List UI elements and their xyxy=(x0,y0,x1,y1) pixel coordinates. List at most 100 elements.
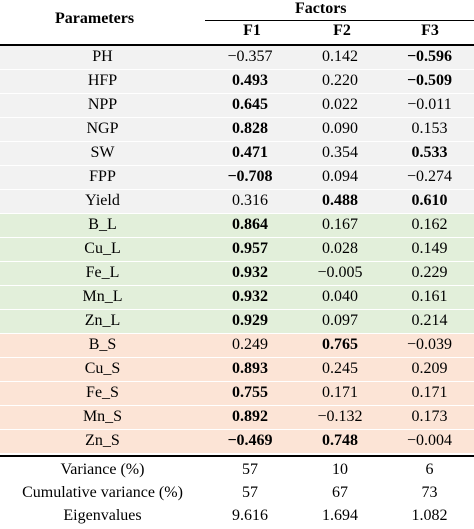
parameter-cell: NGP xyxy=(86,120,119,137)
loading-cell-f3: −0.039 xyxy=(406,336,453,353)
footer-value-f2: 67 xyxy=(332,484,348,501)
footer-row: Eigenvalues 9.616 1.694 1.082 xyxy=(0,505,474,528)
loading-cell-f1: −0.708 xyxy=(227,168,273,185)
loading-cell-f2: −0.132 xyxy=(317,408,363,425)
loading-cell-f2: 0.097 xyxy=(322,312,358,329)
table-row: Cu_S 0.893 0.245 0.209 xyxy=(0,358,474,381)
parameter-cell: SW xyxy=(90,144,115,161)
loading-cell-f1: 0.932 xyxy=(232,288,268,305)
footer-value-f2: 1.694 xyxy=(322,507,358,524)
loading-cell-f3: 0.229 xyxy=(411,264,448,281)
loading-cell-f3: 0.610 xyxy=(411,192,448,209)
footer-label: Variance (%) xyxy=(60,461,145,478)
loading-cell-f1: 0.828 xyxy=(232,120,268,137)
table-row: Cu_L 0.957 0.028 0.149 xyxy=(0,238,474,261)
loading-cell-f3: 0.214 xyxy=(411,312,448,329)
loading-cell-f1: 0.316 xyxy=(232,192,268,209)
parameter-cell: Zn_L xyxy=(84,312,121,329)
table-row: B_S 0.249 0.765 −0.039 xyxy=(0,334,474,357)
parameter-cell: Mn_L xyxy=(82,288,123,305)
loading-cell-f2: 0.220 xyxy=(322,72,358,89)
parameter-cell: NPP xyxy=(87,96,118,113)
parameter-cell: Fe_S xyxy=(86,384,119,401)
loading-cell-f2: 0.354 xyxy=(322,144,358,161)
header-parameters: Parameters xyxy=(55,10,135,27)
loading-cell-f2: 0.748 xyxy=(322,432,358,449)
loading-cell-f2: 0.171 xyxy=(322,384,358,401)
footer-row: Cumulative variance (%) 57 67 73 xyxy=(0,482,474,505)
parameter-cell: Yield xyxy=(85,192,120,209)
table-row: Fe_S 0.755 0.171 0.171 xyxy=(0,382,474,405)
parameter-cell: Fe_L xyxy=(85,264,120,281)
footer-rule xyxy=(0,455,474,457)
footer-value-f2: 10 xyxy=(332,461,348,478)
table-row: HFP 0.493 0.220 −0.509 xyxy=(0,70,474,93)
loading-cell-f3: 0.161 xyxy=(411,288,448,305)
loading-cell-f1: 0.957 xyxy=(232,240,268,257)
footer-value-f3: 1.082 xyxy=(411,507,448,524)
loading-cell-f1: 0.864 xyxy=(232,216,268,233)
loading-cell-f2: −0.005 xyxy=(317,264,363,281)
loading-cell-f2: 0.488 xyxy=(322,192,358,209)
parameter-cell: FPP xyxy=(89,168,116,185)
footer-value-f1: 57 xyxy=(242,484,258,501)
header-f1: F1 xyxy=(243,22,261,39)
footer-label: Cumulative variance (%) xyxy=(22,484,183,501)
loading-cell-f2: 0.094 xyxy=(322,168,358,185)
loading-cell-f2: 0.167 xyxy=(322,216,358,233)
footer-value-f3: 6 xyxy=(425,461,434,478)
footer-value-f1: 9.616 xyxy=(232,507,268,524)
loading-cell-f1: −0.469 xyxy=(227,432,273,449)
loading-cell-f3: −0.596 xyxy=(406,48,453,65)
loading-cell-f1: 0.932 xyxy=(232,264,268,281)
loading-cell-f3: −0.509 xyxy=(406,72,453,89)
loading-cell-f1: 0.893 xyxy=(232,360,268,377)
parameter-cell: Cu_L xyxy=(84,240,121,257)
loading-cell-f3: −0.274 xyxy=(406,168,453,185)
loading-cell-f1: 0.755 xyxy=(232,384,268,401)
parameter-cell: Cu_S xyxy=(84,360,121,377)
parameter-cell: PH xyxy=(92,48,113,65)
table-row: Zn_L 0.929 0.097 0.214 xyxy=(0,310,474,333)
parameter-cell: B_L xyxy=(88,216,117,233)
table-row: SW 0.471 0.354 0.533 xyxy=(0,142,474,165)
loading-cell-f2: 0.142 xyxy=(322,48,358,65)
loading-cell-f3: 0.162 xyxy=(411,216,448,233)
loading-cell-f1: 0.249 xyxy=(232,336,268,353)
table-row: NPP 0.645 0.022 −0.011 xyxy=(0,94,474,117)
parameter-cell: HFP xyxy=(87,72,118,89)
loading-cell-f1: −0.357 xyxy=(227,48,273,65)
footer-value-f3: 73 xyxy=(421,484,438,501)
loading-cell-f3: −0.004 xyxy=(406,432,453,449)
header-factors: Factors xyxy=(295,0,347,17)
factors-rule xyxy=(205,20,474,21)
loading-cell-f1: 0.471 xyxy=(232,144,268,161)
loading-cell-f3: 0.533 xyxy=(411,144,448,161)
header-rule xyxy=(0,44,474,46)
loading-cell-f2: 0.090 xyxy=(322,120,358,137)
loading-cell-f3: 0.171 xyxy=(411,384,448,401)
loading-cell-f2: 0.040 xyxy=(322,288,358,305)
loading-cell-f2: 0.245 xyxy=(322,360,358,377)
parameter-cell: Mn_S xyxy=(82,408,123,425)
table-row: B_L 0.864 0.167 0.162 xyxy=(0,214,474,237)
footer-row: Variance (%) 57 10 6 xyxy=(0,459,474,482)
loading-cell-f2: 0.028 xyxy=(322,240,358,257)
loading-cell-f1: 0.493 xyxy=(232,72,268,89)
table-row: FPP −0.708 0.094 −0.274 xyxy=(0,166,474,189)
table-row: NGP 0.828 0.090 0.153 xyxy=(0,118,474,141)
table-row: Fe_L 0.932 −0.005 0.229 xyxy=(0,262,474,285)
header-f2: F2 xyxy=(333,22,351,39)
parameter-cell: Zn_S xyxy=(85,432,120,449)
loading-cell-f3: 0.153 xyxy=(411,120,448,137)
loading-cell-f2: 0.765 xyxy=(322,336,358,353)
parameter-cell: B_S xyxy=(88,336,117,353)
table-row: Yield 0.316 0.488 0.610 xyxy=(0,190,474,213)
footer-label: Eigenvalues xyxy=(63,507,142,524)
header-f3: F3 xyxy=(421,22,439,39)
loading-cell-f1: 0.645 xyxy=(232,96,268,113)
loading-cell-f3: 0.149 xyxy=(411,240,448,257)
loading-cell-f1: 0.892 xyxy=(232,408,268,425)
table-header: Parameters Factors F1 F2 F3 xyxy=(0,0,474,46)
table-row: Mn_L 0.932 0.040 0.161 xyxy=(0,286,474,309)
